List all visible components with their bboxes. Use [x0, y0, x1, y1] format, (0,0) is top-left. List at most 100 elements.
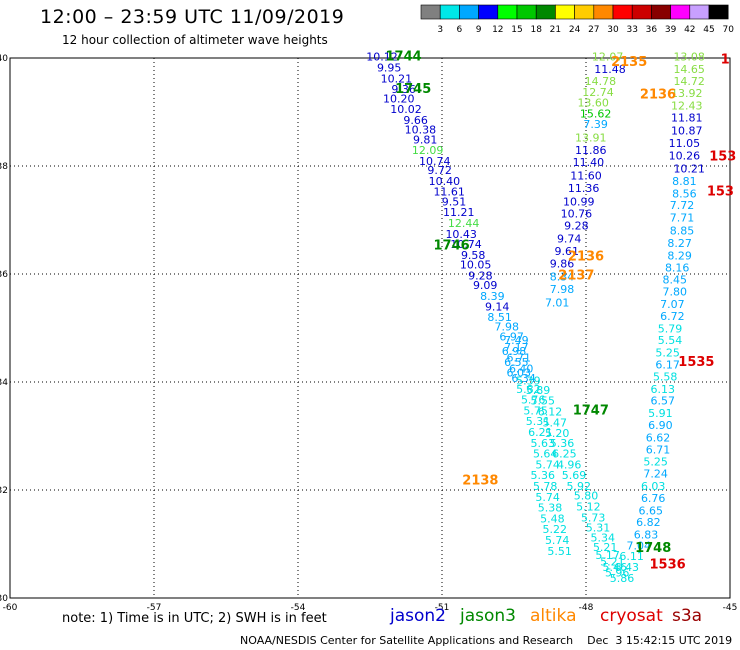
- swh-label: 10.76: [561, 207, 593, 220]
- legend-jason2: jason2: [390, 606, 446, 626]
- pass-number-label: 2138: [462, 474, 498, 489]
- swh-label: 5.36: [531, 469, 556, 482]
- swh-label: 15.62: [580, 107, 612, 120]
- track-jason3-cross: 7.496.986.556.035.395.895.556.125.475.20…: [502, 334, 630, 579]
- swh-label: 14.78: [585, 75, 617, 88]
- swh-label: 6.82: [636, 516, 661, 529]
- swh-label: 8.16: [665, 261, 690, 274]
- swh-label: 12.74: [582, 86, 614, 99]
- swh-label: 12.07: [592, 51, 624, 64]
- swh-label: 10.21: [381, 72, 413, 85]
- colorbar-label: 24: [569, 25, 581, 35]
- swh-label: 11.86: [575, 144, 607, 157]
- swh-label: 5.47: [543, 416, 568, 429]
- swh-label: 5.22: [543, 523, 568, 536]
- colorbar-label: 3: [437, 25, 443, 35]
- pass-number-label: 1744: [386, 50, 422, 65]
- lon-tick-label: -45: [723, 603, 738, 613]
- swh-label: 9.72: [427, 164, 452, 177]
- swh-label: 6.71: [646, 443, 671, 456]
- swh-label: 9.74: [557, 233, 582, 246]
- swh-label: 7.39: [583, 118, 608, 131]
- swh-label: 10.40: [429, 175, 461, 188]
- swh-label: 6.21: [528, 426, 553, 439]
- swh-label: 5.21: [600, 556, 625, 569]
- swh-label: 7.04: [627, 539, 652, 552]
- swh-label: 5.92: [567, 480, 592, 493]
- lon-tick-label: -54: [291, 603, 306, 613]
- swh-label: 5.82: [516, 383, 541, 396]
- lon-tick-label: -51: [435, 603, 450, 613]
- colorbar-swatch: [708, 4, 729, 20]
- swh-label: 9.58: [461, 249, 486, 262]
- swh-label: 5.25: [643, 456, 668, 469]
- swh-label: 13.08: [673, 51, 705, 64]
- swh-label: 6.12: [538, 405, 563, 418]
- swh-label: 5.34: [591, 531, 616, 544]
- swh-label: 8.29: [667, 249, 692, 262]
- lat-tick-label: 34: [0, 378, 8, 388]
- swh-label: 6.90: [648, 419, 673, 432]
- swh-label: 6.98: [502, 345, 527, 358]
- swh-label: 6.13: [651, 383, 676, 396]
- swh-label: 5.54: [658, 334, 683, 347]
- pass-number-label: 2136: [640, 88, 676, 103]
- swh-label: 5.31: [586, 522, 611, 535]
- swh-label: 5.96: [605, 566, 630, 579]
- swh-label: 9.28: [468, 269, 493, 282]
- swh-label: 6.25: [552, 448, 577, 461]
- swh-label: 5.80: [574, 490, 599, 503]
- pass-number-label: 2137: [558, 268, 594, 283]
- lon-tick-label: -57: [147, 603, 162, 613]
- chart-subtitle: 12 hour collection of altimeter wave hei…: [62, 33, 328, 47]
- chart-title: 12:00 – 23:59 UTC 11/09/2019: [40, 6, 345, 28]
- colorbar-label: 21: [550, 25, 561, 35]
- lat-tick-label: 40: [0, 54, 8, 64]
- track-jason2-desc: 10.129.9510.219.3610.2010.029.6610.389.8…: [366, 51, 572, 558]
- swh-label: 5.58: [653, 370, 678, 383]
- swh-label: 7.49: [504, 334, 529, 347]
- swh-label: 6.40: [509, 362, 534, 375]
- swh-label: 5.12: [576, 501, 601, 514]
- swh-label: 6.83: [634, 529, 659, 542]
- swh-label: 9.51: [442, 195, 467, 208]
- swh-label: 5.55: [531, 395, 556, 408]
- track-cryosat-asc: 13.0814.6514.7213.9212.4311.8110.8711.05…: [610, 51, 705, 585]
- swh-label: 12.44: [448, 217, 480, 230]
- swh-label: 5.73: [581, 511, 606, 524]
- swh-label: 10.74: [419, 155, 451, 168]
- swh-label: 10.26: [669, 150, 701, 163]
- swh-label: 7.80: [663, 286, 688, 299]
- swh-label: 9.28: [564, 220, 589, 233]
- legend-jason3: jason3: [460, 606, 516, 626]
- legend-s3a: s3a: [672, 606, 703, 626]
- colorbar-label: 42: [684, 25, 695, 35]
- swh-label: 12.09: [412, 144, 444, 157]
- pass-number-label: 153: [707, 185, 734, 200]
- swh-label: 6.03: [641, 480, 666, 493]
- swh-label: 7.17: [504, 341, 529, 354]
- track-altika-asc: 12.0711.4814.7812.7413.6015.627.3913.911…: [545, 51, 626, 310]
- pass-number-label: 2135: [611, 55, 647, 70]
- legend-cryosat: cryosat: [600, 606, 663, 626]
- swh-label: 9.09: [473, 279, 498, 292]
- swh-label: 11.40: [573, 156, 605, 169]
- colorbar-label: 12: [492, 25, 503, 35]
- swh-label: 6.03: [507, 367, 532, 380]
- swh-label: 5.48: [540, 512, 565, 525]
- colorbar-label: 33: [626, 25, 637, 35]
- swh-label: 9.66: [403, 114, 428, 127]
- swh-label: 8.85: [670, 225, 695, 238]
- pass-number-label: 1746: [434, 239, 470, 254]
- swh-label: 6.43: [615, 561, 640, 574]
- swh-label: 5.89: [526, 384, 551, 397]
- map-frame: [9, 57, 731, 599]
- swh-label: 7.24: [643, 468, 668, 481]
- colorbar-label: 36: [646, 25, 658, 35]
- pass-number-label: 1536: [650, 557, 686, 572]
- swh-label: 5.21: [593, 541, 618, 554]
- swh-label: 14.65: [673, 63, 705, 76]
- swh-label: 10.43: [445, 228, 477, 241]
- colorbar-label: 18: [530, 25, 542, 35]
